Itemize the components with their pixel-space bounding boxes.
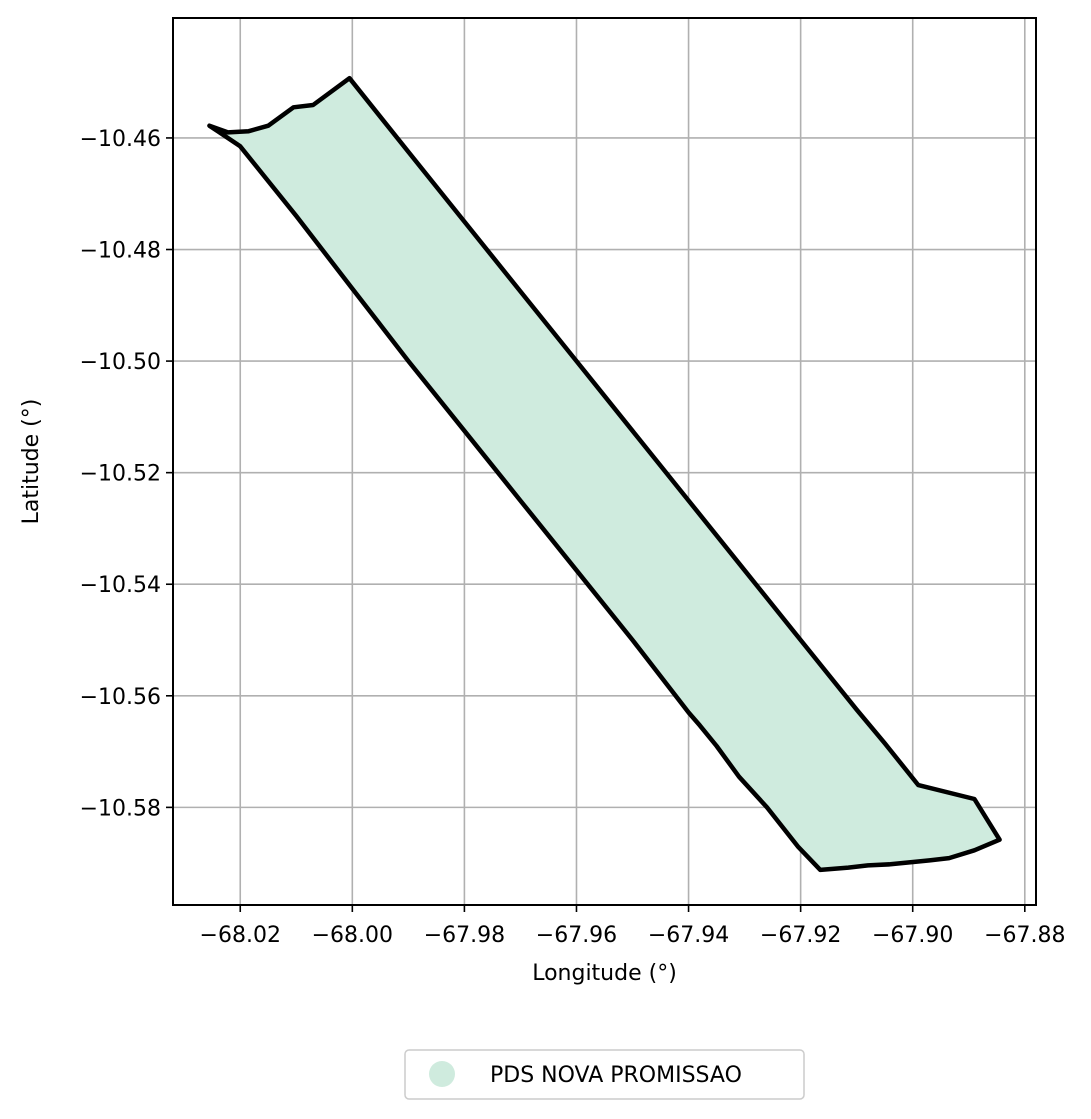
tick-layer: −68.02 −68.00 −67.98 −67.96 −67.94 −67.92 −67.… bbox=[80, 127, 1066, 948]
x-axis-label: Longitude (°) bbox=[532, 961, 677, 986]
y-tick-label: −10.54 bbox=[80, 573, 161, 598]
settlement-polygon bbox=[207, 75, 1002, 873]
y-tick-label: −10.48 bbox=[80, 239, 161, 264]
y-tick-label: −10.50 bbox=[80, 350, 161, 375]
y-tick-label: −10.52 bbox=[80, 462, 161, 487]
x-tick-label: −67.94 bbox=[648, 923, 729, 948]
y-tick-label: −10.56 bbox=[80, 685, 161, 710]
x-tick-label: −67.96 bbox=[536, 923, 617, 948]
y-axis-label: Latitude (°) bbox=[19, 399, 44, 525]
x-tick-label: −68.02 bbox=[200, 923, 281, 948]
legend-box bbox=[404, 1049, 805, 1100]
legend-label: PDS NOVA PROMISSAO bbox=[490, 1063, 742, 1088]
x-tick-label: −67.90 bbox=[872, 923, 953, 948]
y-tick-label: −10.46 bbox=[80, 127, 161, 152]
plot-frame bbox=[172, 17, 1037, 906]
y-tick-label: −10.58 bbox=[80, 796, 161, 821]
legend: PDS NOVA PROMISSAO bbox=[404, 1049, 805, 1100]
legend-marker bbox=[429, 1061, 455, 1087]
x-tick-label: −67.88 bbox=[984, 923, 1065, 948]
polygon-layer bbox=[207, 75, 1002, 873]
x-tick-label: −68.00 bbox=[312, 923, 393, 948]
x-tick-label: −67.98 bbox=[424, 923, 505, 948]
x-tick-label: −67.92 bbox=[760, 923, 841, 948]
